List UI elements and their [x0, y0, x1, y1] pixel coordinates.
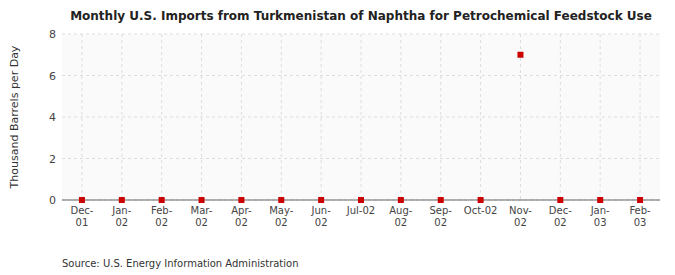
x-tick-label-line: 02 [235, 217, 248, 228]
grid [62, 34, 660, 200]
x-tick-label-line: Jul-02 [346, 205, 375, 216]
point [278, 197, 284, 203]
x-tick-label-line: 03 [634, 217, 647, 228]
x-tick-label: Jun-02 [311, 205, 332, 228]
chart-svg: 02468Dec-01Jan-02Feb-02Mar-02Apr-02May-0… [0, 0, 675, 275]
title: Monthly U.S. Imports from Turkmenistan o… [70, 9, 652, 23]
x-tick-label-line: 02 [394, 217, 407, 228]
y-tick-label: 8 [49, 28, 56, 41]
plot-background [62, 34, 660, 200]
x-tick-label: Sep-02 [429, 205, 452, 228]
x-grid-line [480, 34, 481, 200]
x-tick-label: Aug-02 [389, 205, 413, 228]
point [238, 197, 244, 203]
x-tick-label-line: Mar- [191, 205, 213, 216]
point [637, 197, 643, 203]
point [398, 197, 404, 203]
x-grid-line [560, 34, 561, 200]
x-tick-label-line: Feb- [629, 205, 651, 216]
x-tick-label-line: Nov- [509, 205, 532, 216]
y-tick-label: 2 [49, 153, 56, 166]
x-tick-label-line: Dec- [549, 205, 572, 216]
x-grid-line [281, 34, 282, 200]
point [318, 197, 324, 203]
point [119, 197, 125, 203]
x-tick-label-line: May- [269, 205, 293, 216]
y-grid-line [62, 75, 660, 76]
x-grid-line [440, 34, 441, 200]
points [79, 52, 643, 203]
x-grid-line [201, 34, 202, 200]
x-tick-label: Oct-02 [464, 205, 498, 216]
y-grid-line [62, 158, 660, 159]
x-tick-label-line: Feb- [151, 205, 173, 216]
point [159, 197, 165, 203]
point [597, 197, 603, 203]
y-tick-label: 6 [49, 70, 56, 83]
point [557, 197, 563, 203]
x-tick-label-line: 02 [195, 217, 208, 228]
x-grid-line [241, 34, 242, 200]
y-tick-label: 4 [49, 111, 56, 124]
x-grid-line [520, 34, 521, 200]
y-axis-label: Thousand Barrels per Day [8, 45, 21, 189]
point [199, 197, 205, 203]
x-grid-line [361, 34, 362, 200]
x-tick-label-line: Sep- [429, 205, 452, 216]
point [358, 197, 364, 203]
x-grid-line [600, 34, 601, 200]
x-grid-line [161, 34, 162, 200]
x-tick-label-line: 01 [76, 217, 89, 228]
point [79, 197, 85, 203]
x-tick-label-line: Dec- [70, 205, 93, 216]
x-tick-label-line: 02 [315, 217, 328, 228]
x-tick-label-line: Aug- [389, 205, 413, 216]
x-tick-label: Mar-02 [191, 205, 213, 228]
y-grid-line [62, 117, 660, 118]
x-tick-label: Feb-03 [629, 205, 651, 228]
x-tick-label-line: 02 [554, 217, 567, 228]
x-tick-label-line: Jun- [311, 205, 332, 216]
x-tick-label-line: 02 [434, 217, 447, 228]
point [517, 52, 523, 58]
x-tick-label-line: Apr- [231, 205, 252, 216]
x-tick-label: Jan-03 [590, 205, 610, 228]
x-tick-label-line: Jan- [111, 205, 131, 216]
x-tick-label-line: Jan- [590, 205, 610, 216]
x-tick-label-line: 02 [115, 217, 128, 228]
x-grid-line [400, 34, 401, 200]
x-grid-line [321, 34, 322, 200]
x-tick-label: Feb-02 [151, 205, 173, 228]
x-grid-line [81, 34, 82, 200]
x-grid-line [640, 34, 641, 200]
x-tick-label: Jan-02 [111, 205, 131, 228]
point [438, 197, 444, 203]
x-tick-label: Dec-02 [549, 205, 572, 228]
x-tick-label: Apr-02 [231, 205, 252, 228]
source-note: Source: U.S. Energy Information Administ… [62, 258, 299, 269]
point [478, 197, 484, 203]
x-tick-label-line: 03 [594, 217, 607, 228]
x-tick-label-line: 02 [275, 217, 288, 228]
chart-container: 02468Dec-01Jan-02Feb-02Mar-02Apr-02May-0… [0, 0, 675, 275]
x-tick-label: Nov-02 [509, 205, 532, 228]
x-tick-label-line: 02 [514, 217, 527, 228]
x-tick-label: Dec-01 [70, 205, 93, 228]
y-tick-label: 0 [49, 194, 56, 207]
x-tick-label-line: Oct-02 [464, 205, 498, 216]
x-tick-label: May-02 [269, 205, 293, 228]
x-tick-label-line: 02 [155, 217, 168, 228]
x-grid-line [121, 34, 122, 200]
x-tick-label: Jul-02 [346, 205, 375, 216]
